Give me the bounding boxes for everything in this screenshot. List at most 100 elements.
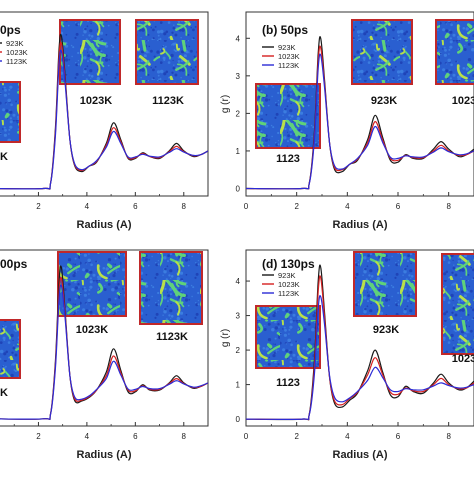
inset-label: 1123 [276,377,300,389]
y-tick-label: 3 [236,312,241,321]
inset-picture [441,253,474,355]
legend-entry: 923K [278,271,296,280]
inset-label: K [0,387,8,399]
inset-picture [351,19,413,85]
y-tick-label: 4 [236,277,241,286]
inset-label: K [0,151,8,163]
x-tick-label: 4 [85,432,90,441]
legend-entry: 1023K [278,52,300,61]
inset-picture [0,81,21,143]
y-tick-label: 2 [236,346,241,355]
inset-image-2: 1023K [435,19,474,107]
legend-entry: 923K [6,39,24,48]
inset-label: 1023K [80,95,112,107]
x-axis-label: Radius (A) [333,219,388,231]
panel-title: 0ps [0,23,21,37]
inset-picture [135,19,199,85]
y-tick-label: 0 [236,184,241,193]
x-tick-label: 4 [345,202,350,211]
panel-label: (d) [262,257,281,271]
y-tick-label: 2 [236,109,241,118]
panel-3: 2 4 6 8 Radius (A) 1023K 1123K K 00ps [0,249,209,461]
x-tick-label: 2 [294,432,299,441]
inset-picture [139,251,203,325]
series-group [0,265,208,420]
series-line-923k [246,264,474,421]
panel-title: 00ps [0,257,28,271]
panel-title-text: 00ps [0,257,28,271]
x-tick-label: 8 [446,202,451,211]
legend-entry: 923K [278,43,296,52]
legend-entry: 1023K [278,280,300,289]
inset-picture [0,319,21,379]
x-axis-label: Radius (A) [77,449,132,461]
series-group [0,33,208,190]
x-tick-label: 6 [396,202,401,211]
series-line-1123k [246,294,474,421]
y-tick-label: 3 [236,72,241,81]
inset-image-1: 923K [351,19,413,107]
inset-picture [57,251,127,317]
series-line-1123k [0,49,208,190]
inset-image-2: 1023K [441,253,474,365]
x-tick-label: 2 [294,202,299,211]
inset-image-3: K [0,319,21,399]
inset-picture [255,305,321,369]
y-tick-label: 0 [236,415,241,424]
plot-frame [0,249,209,427]
series-group [246,264,474,421]
series-group [246,35,474,190]
x-tick-label: 4 [85,202,90,211]
x-tick-label: 8 [446,432,451,441]
x-tick-label: 6 [133,432,138,441]
inset-label: 1023K [452,353,474,365]
series-line-3 [0,284,208,420]
inset-picture [255,83,321,149]
inset-image-2: 1123K [135,19,199,107]
x-tick-label: 4 [345,432,350,441]
y-tick-label: 1 [236,381,241,390]
series-line-1023k [246,275,474,421]
inset-image-3: K [0,81,21,163]
inset-label: 1123K [152,95,184,107]
inset-label: 1023K [452,95,474,107]
x-tick-label: 8 [182,202,187,211]
panel-title: (b) 50ps [262,23,308,37]
inset-picture [353,251,417,317]
panel-label: (b) [262,23,281,37]
y-tick-label: 1 [236,147,241,156]
x-axis-label: Radius (A) [333,449,388,461]
inset-label: 1123K [156,331,188,343]
plot-frame [245,249,474,427]
y-axis-label: g (r) [220,329,231,347]
series-line-1 [0,265,208,420]
legend-entry: 1123K [278,61,299,70]
legend-entry: 1123K [278,289,299,298]
x-tick-label: 8 [182,432,187,441]
inset-image-2: 1123K [139,251,203,343]
inset-image-1: 923K [353,251,417,336]
inset-picture [59,19,121,85]
panel-title-text: 130ps [281,257,315,271]
inset-image-3: 1123 [255,83,321,165]
inset-label: 923K [373,324,399,336]
legend-entry: 1023K [6,48,28,57]
series-line-1023k [246,45,474,190]
x-tick-label: 6 [133,202,138,211]
inset-image-1: 1023K [59,19,121,107]
panel-title: (d) 130ps [262,257,315,271]
x-tick-label: 0 [244,432,249,441]
y-tick-label: 4 [236,34,241,43]
legend-entry: 1123K [6,57,27,66]
plot-frame [245,11,474,197]
panel-title-text: 50ps [281,23,309,37]
plot-frame [0,11,209,197]
inset-label: 923K [371,95,397,107]
